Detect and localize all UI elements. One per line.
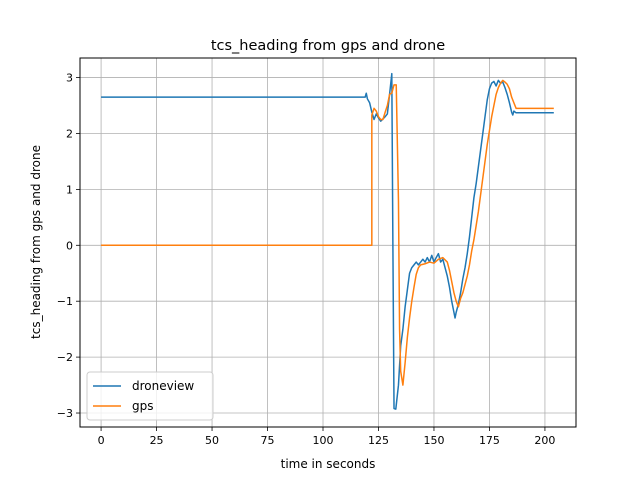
x-tick-label: 0 bbox=[98, 434, 105, 447]
legend-box bbox=[86, 371, 214, 421]
y-tick-label: −3 bbox=[57, 407, 73, 420]
legend-label-gps: gps bbox=[132, 399, 154, 413]
series-line-gps bbox=[101, 79, 554, 386]
x-tick-label: 100 bbox=[313, 434, 334, 447]
x-tick-label: 125 bbox=[368, 434, 389, 447]
x-axis-label: time in seconds bbox=[281, 457, 376, 471]
y-tick-label: −2 bbox=[57, 351, 73, 364]
legend: droneview gps bbox=[86, 371, 214, 421]
y-tick-label: 0 bbox=[66, 239, 73, 252]
x-tick-label: 25 bbox=[150, 434, 164, 447]
x-tick-label: 50 bbox=[205, 434, 219, 447]
grid bbox=[80, 58, 576, 427]
y-axis: −3 −2 −1 0 1 2 3 bbox=[57, 72, 80, 420]
legend-label-droneview: droneview bbox=[132, 379, 194, 393]
x-tick-label: 200 bbox=[534, 434, 555, 447]
y-tick-label: 3 bbox=[66, 72, 73, 85]
x-tick-label: 150 bbox=[423, 434, 444, 447]
series-line-droneview bbox=[101, 72, 554, 410]
axes-frame bbox=[79, 57, 577, 428]
x-tick-label: 75 bbox=[261, 434, 275, 447]
chart-title: tcs_heading from gps and drone bbox=[211, 38, 445, 54]
y-tick-label: −1 bbox=[57, 295, 73, 308]
y-tick-label: 2 bbox=[66, 127, 73, 140]
y-axis-label: tcs_heading from gps and drone bbox=[29, 145, 43, 339]
y-tick-label: 1 bbox=[66, 183, 73, 196]
x-tick-label: 175 bbox=[479, 434, 500, 447]
x-axis: 0 25 50 75 100 125 150 175 200 bbox=[98, 427, 555, 447]
plot-area bbox=[101, 72, 554, 410]
